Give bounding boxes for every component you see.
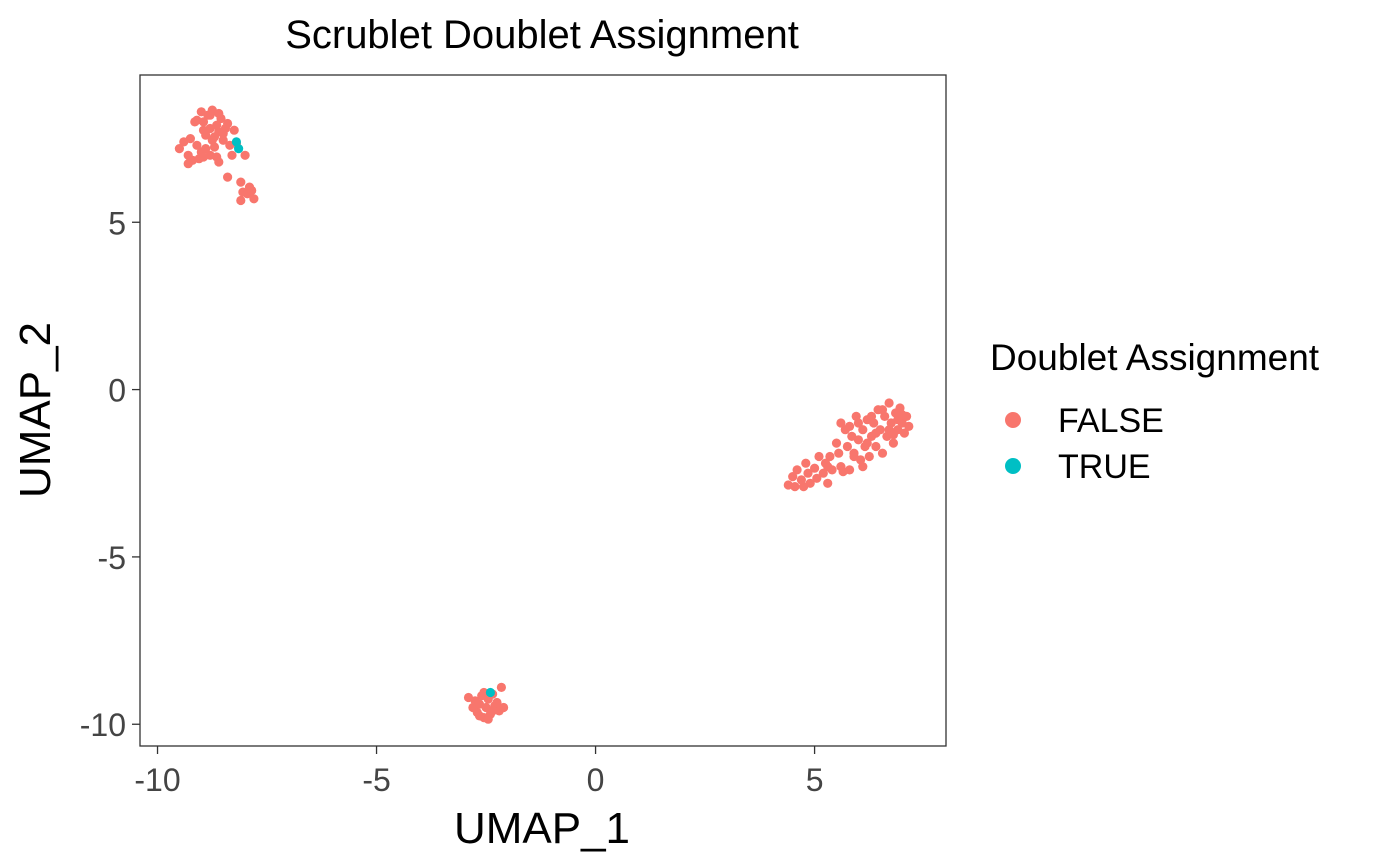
plot-panel xyxy=(139,74,947,747)
point-false-128 xyxy=(858,462,868,472)
point-false-73 xyxy=(801,458,811,468)
point-false-22 xyxy=(218,135,228,145)
point-false-131 xyxy=(897,410,907,420)
point-false-24 xyxy=(223,118,233,129)
point-false-124 xyxy=(823,462,833,472)
point-false-120 xyxy=(871,428,881,438)
point-true-2 xyxy=(485,687,495,698)
legend-key-true xyxy=(1005,458,1021,474)
point-false-98 xyxy=(864,451,874,462)
point-false-60 xyxy=(492,697,502,708)
point-false-117 xyxy=(853,418,864,428)
point-false-62 xyxy=(496,682,506,693)
point-false-114 xyxy=(899,428,910,438)
point-false-32 xyxy=(212,120,222,130)
point-false-33 xyxy=(223,172,233,182)
points-layer xyxy=(174,105,914,724)
x-tick-label: -10 xyxy=(134,762,180,798)
y-axis: -10 -5 0 5 xyxy=(80,205,140,743)
point-false-36 xyxy=(240,150,250,160)
point-false-43 xyxy=(218,129,228,139)
point-false-70 xyxy=(790,482,800,492)
point-false-71 xyxy=(792,465,802,475)
point-false-76 xyxy=(810,463,820,473)
point-false-129 xyxy=(838,467,848,477)
point-false-116 xyxy=(904,421,914,431)
point-false-30 xyxy=(192,115,202,125)
point-false-95 xyxy=(858,425,868,435)
point-false-46 xyxy=(198,152,209,162)
x-tick-label: 5 xyxy=(806,762,824,798)
point-false-39 xyxy=(249,194,259,204)
point-false-12 xyxy=(201,144,211,154)
chart-title: Scrublet Doublet Assignment xyxy=(285,13,799,57)
point-false-69 xyxy=(788,472,798,482)
point-false-34 xyxy=(236,177,246,187)
point-false-31 xyxy=(205,110,215,120)
y-tick-label: 5 xyxy=(108,205,126,241)
legend-label-true: TRUE xyxy=(1058,448,1151,486)
point-false-29 xyxy=(198,125,209,135)
point-false-28 xyxy=(229,125,239,135)
x-axis: -10 -5 0 5 xyxy=(134,746,823,798)
point-false-85 xyxy=(834,448,844,458)
legend-items: FALSE TRUE xyxy=(1005,402,1164,486)
point-false-104 xyxy=(877,448,888,458)
point-false-45 xyxy=(207,135,217,145)
point-false-40 xyxy=(244,182,255,192)
point-false-82 xyxy=(825,451,835,462)
point-false-118 xyxy=(836,418,846,428)
point-false-47 xyxy=(214,108,224,119)
x-axis-title: UMAP_1 xyxy=(454,804,630,853)
y-axis-title: UMAP_2 xyxy=(11,322,60,498)
point-false-67 xyxy=(488,706,498,716)
point-false-79 xyxy=(818,468,828,478)
point-false-0 xyxy=(174,144,184,154)
legend-key-false xyxy=(1005,412,1021,428)
point-false-88 xyxy=(842,441,853,452)
legend: Doublet Assignment FALSE TRUE xyxy=(990,337,1320,486)
point-false-125 xyxy=(799,482,809,492)
point-false-121 xyxy=(849,451,859,462)
point-false-126 xyxy=(845,421,855,431)
point-false-81 xyxy=(823,478,833,488)
point-false-6 xyxy=(192,140,202,150)
point-false-109 xyxy=(888,438,899,448)
point-false-42 xyxy=(183,159,193,169)
point-false-101 xyxy=(871,441,881,452)
y-tick-label: 0 xyxy=(108,373,126,409)
point-false-41 xyxy=(236,195,246,206)
point-false-25 xyxy=(214,157,224,167)
point-false-119 xyxy=(862,438,872,448)
y-tick-label: -5 xyxy=(98,540,126,576)
point-false-107 xyxy=(884,398,894,408)
point-false-74 xyxy=(803,468,813,478)
point-false-132 xyxy=(888,430,899,440)
point-false-66 xyxy=(474,711,485,721)
y-tick-label: -10 xyxy=(80,707,126,743)
point-false-65 xyxy=(483,714,493,724)
point-false-84 xyxy=(831,438,842,448)
point-false-130 xyxy=(866,411,877,421)
point-false-63 xyxy=(499,702,509,713)
point-false-77 xyxy=(812,473,822,483)
point-false-78 xyxy=(814,451,824,462)
point-false-127 xyxy=(877,405,888,415)
point-true-1 xyxy=(234,144,244,154)
point-false-3 xyxy=(185,134,195,144)
legend-title: Doublet Assignment xyxy=(990,337,1320,378)
point-false-27 xyxy=(227,150,237,160)
legend-label-false: FALSE xyxy=(1058,402,1164,440)
x-tick-label: 0 xyxy=(587,762,605,798)
point-false-93 xyxy=(853,435,864,445)
point-false-64 xyxy=(479,687,489,698)
x-tick-label: -5 xyxy=(362,762,390,798)
